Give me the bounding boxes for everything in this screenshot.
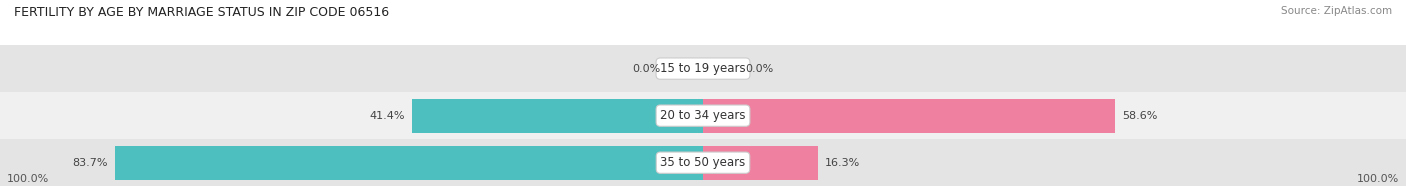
Bar	[0, 92, 1406, 139]
Bar	[412, 99, 703, 132]
Text: 0.0%: 0.0%	[633, 64, 661, 74]
Bar	[703, 146, 818, 180]
Bar	[703, 99, 1115, 132]
Text: Source: ZipAtlas.com: Source: ZipAtlas.com	[1281, 6, 1392, 16]
Text: 100.0%: 100.0%	[7, 174, 49, 184]
Text: 83.7%: 83.7%	[72, 158, 107, 168]
Text: 58.6%: 58.6%	[1122, 111, 1157, 121]
Text: 0.0%: 0.0%	[745, 64, 773, 74]
Text: 20 to 34 years: 20 to 34 years	[661, 109, 745, 122]
Text: 100.0%: 100.0%	[1357, 174, 1399, 184]
Text: 41.4%: 41.4%	[370, 111, 405, 121]
Text: 16.3%: 16.3%	[824, 158, 860, 168]
Text: 35 to 50 years: 35 to 50 years	[661, 156, 745, 169]
Bar	[114, 146, 703, 180]
Text: FERTILITY BY AGE BY MARRIAGE STATUS IN ZIP CODE 06516: FERTILITY BY AGE BY MARRIAGE STATUS IN Z…	[14, 6, 389, 19]
Bar	[0, 45, 1406, 92]
Text: 15 to 19 years: 15 to 19 years	[661, 62, 745, 75]
Bar	[0, 139, 1406, 186]
